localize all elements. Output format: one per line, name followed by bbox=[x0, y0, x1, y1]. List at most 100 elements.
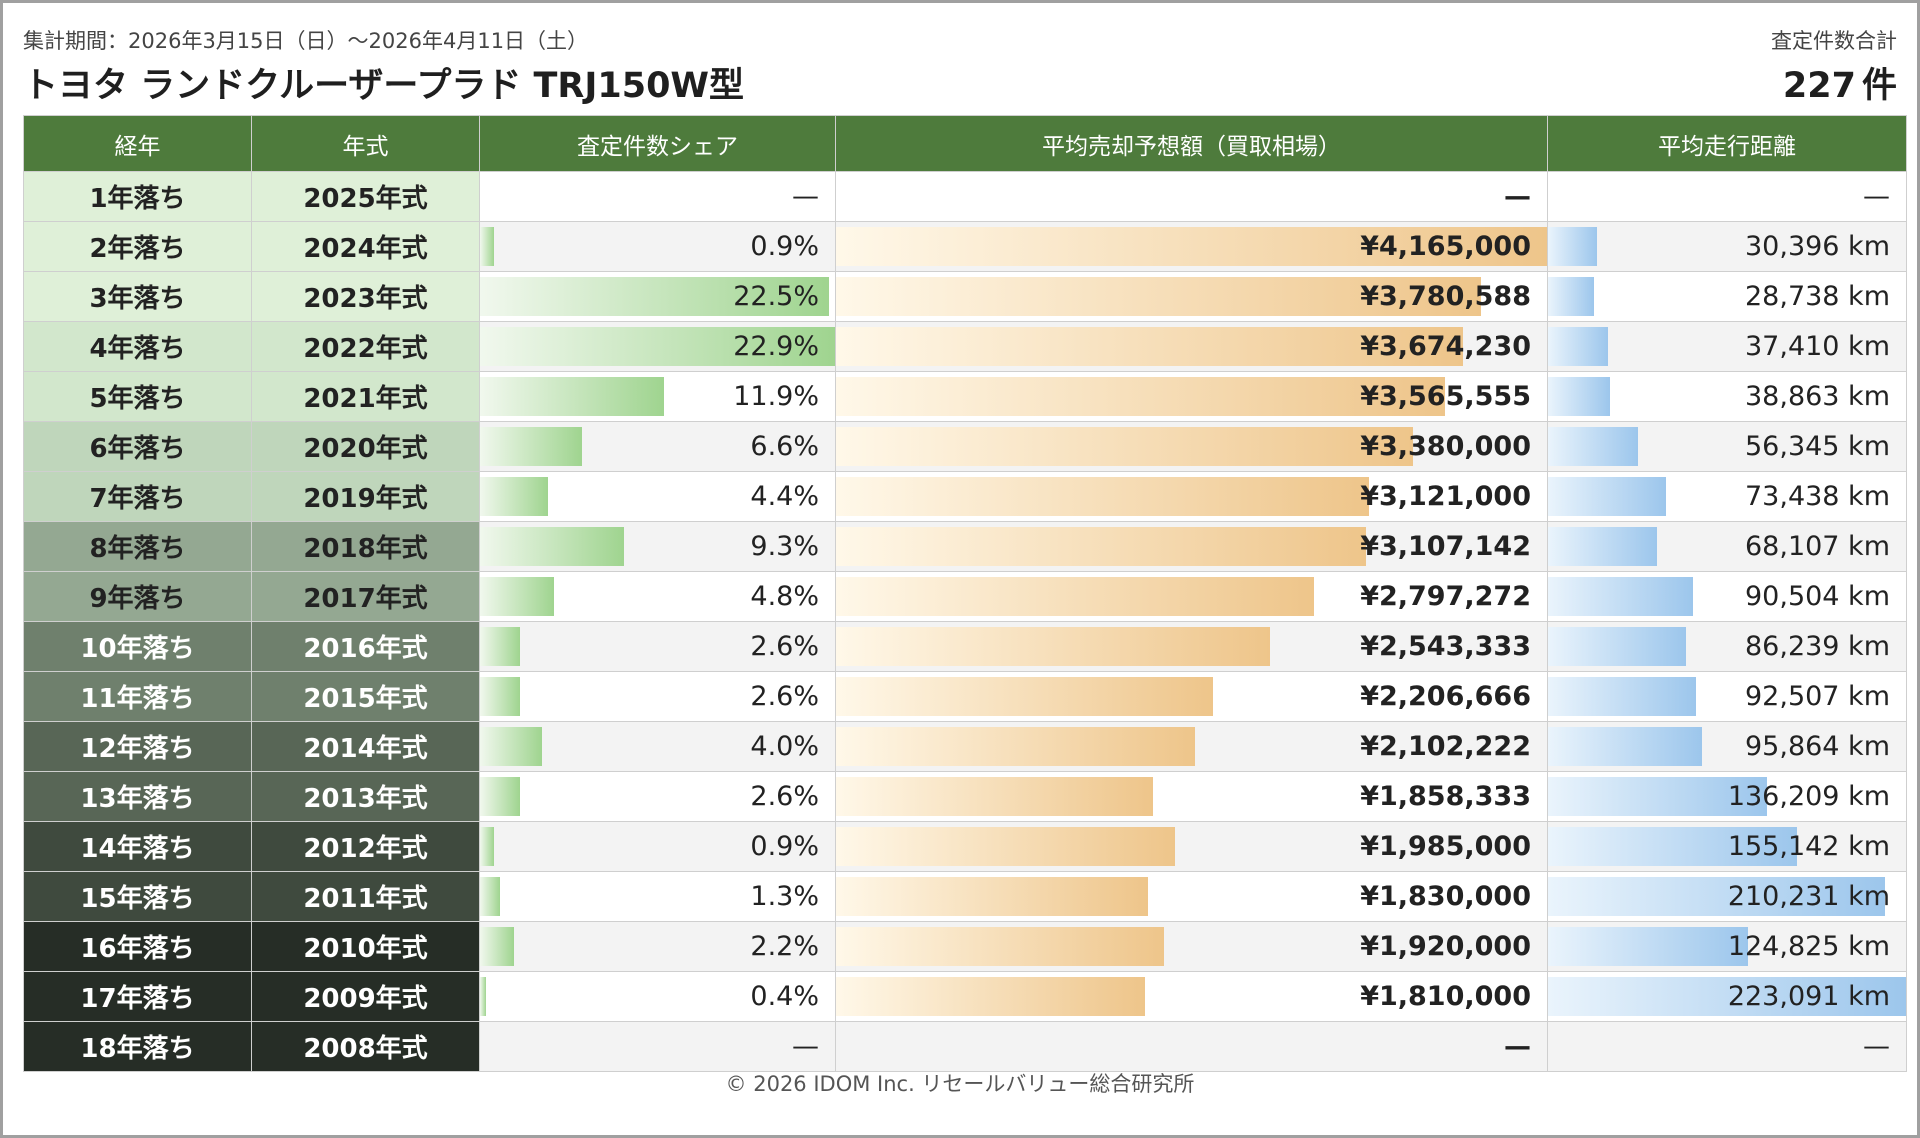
share-bar bbox=[480, 227, 494, 266]
total-count-number: 227 bbox=[1782, 66, 1856, 106]
price-cell-value: ¥1,920,000 bbox=[1360, 931, 1531, 962]
model-year-cell: 2018年式 bbox=[251, 521, 480, 572]
price-cell-value: ¥1,810,000 bbox=[1360, 981, 1531, 1012]
price-cell-value: ¥2,797,272 bbox=[1360, 581, 1531, 612]
share-cell-value: 4.0% bbox=[750, 731, 819, 762]
price-bar bbox=[836, 677, 1213, 716]
age-cell: 1年落ち bbox=[23, 171, 252, 222]
distance-cell-value: 155,142 km bbox=[1727, 831, 1890, 862]
total-count-label: 査定件数合計 bbox=[1771, 29, 1897, 53]
share-cell: 0.9% bbox=[479, 821, 836, 872]
distance-cell: 210,231 km bbox=[1547, 871, 1907, 922]
table-row: 12年落ち 2014年式 4.0% ¥2,102,222 95,864 km bbox=[23, 721, 1907, 772]
model-year-cell: 2024年式 bbox=[251, 221, 480, 272]
distance-cell-value: 56,345 km bbox=[1745, 431, 1890, 462]
model-year-cell: 2008年式 bbox=[251, 1021, 480, 1072]
distance-cell: 37,410 km bbox=[1547, 321, 1907, 372]
share-cell: 4.8% bbox=[479, 571, 836, 622]
price-cell: ¥3,780,588 bbox=[835, 271, 1548, 322]
share-bar bbox=[480, 527, 625, 566]
share-cell: 4.4% bbox=[479, 471, 836, 522]
age-cell: 7年落ち bbox=[23, 471, 252, 522]
table-row: 7年落ち 2019年式 4.4% ¥3,121,000 73,438 km bbox=[23, 471, 1907, 522]
price-cell: ¥3,121,000 bbox=[835, 471, 1548, 522]
table-row: 8年落ち 2018年式 9.3% ¥3,107,142 68,107 km bbox=[23, 521, 1907, 572]
share-cell-value: 11.9% bbox=[733, 381, 819, 412]
dist-bar bbox=[1548, 527, 1658, 566]
price-bar bbox=[836, 477, 1369, 516]
price-bar bbox=[836, 927, 1164, 966]
age-cell: 6年落ち bbox=[23, 421, 252, 472]
distance-cell-value: 124,825 km bbox=[1727, 931, 1890, 962]
price-cell: ¥2,797,272 bbox=[835, 571, 1548, 622]
share-cell: — bbox=[479, 1021, 836, 1072]
table-row: 16年落ち 2010年式 2.2% ¥1,920,000 124,825 km bbox=[23, 921, 1907, 972]
distance-cell: 223,091 km bbox=[1547, 971, 1907, 1022]
total-count-unit: 件 bbox=[1861, 66, 1897, 106]
age-cell: 9年落ち bbox=[23, 571, 252, 622]
share-cell: 9.3% bbox=[479, 521, 836, 572]
distance-cell: 86,239 km bbox=[1547, 621, 1907, 672]
page-title: トヨタ ランドクルーザープラド TRJ150W型 bbox=[23, 66, 745, 106]
share-cell: 6.6% bbox=[479, 421, 836, 472]
share-bar bbox=[480, 977, 487, 1016]
price-bar bbox=[836, 427, 1413, 466]
share-cell: 2.2% bbox=[479, 921, 836, 972]
model-year-cell: 2019年式 bbox=[251, 471, 480, 522]
share-cell-value: 2.2% bbox=[750, 931, 819, 962]
distance-cell-value: — bbox=[1863, 181, 1890, 212]
dist-bar bbox=[1548, 677, 1697, 716]
age-cell: 15年落ち bbox=[23, 871, 252, 922]
share-cell: 2.6% bbox=[479, 771, 836, 822]
age-cell: 13年落ち bbox=[23, 771, 252, 822]
table-row: 4年落ち 2022年式 22.9% ¥3,674,230 37,410 km bbox=[23, 321, 1907, 372]
price-cell-value: ¥4,165,000 bbox=[1360, 231, 1531, 262]
distance-cell: — bbox=[1547, 171, 1907, 222]
share-cell-value: 6.6% bbox=[750, 431, 819, 462]
col-header-share: 査定件数シェア bbox=[479, 115, 836, 172]
distance-cell: 38,863 km bbox=[1547, 371, 1907, 422]
distance-cell-value: 30,396 km bbox=[1745, 231, 1890, 262]
dist-bar bbox=[1548, 227, 1597, 266]
distance-cell-value: 90,504 km bbox=[1745, 581, 1890, 612]
share-cell: 0.4% bbox=[479, 971, 836, 1022]
share-bar bbox=[480, 277, 829, 316]
share-bar bbox=[480, 327, 835, 366]
share-cell-value: 0.4% bbox=[750, 981, 819, 1012]
dist-bar bbox=[1548, 727, 1702, 766]
share-bar bbox=[480, 677, 521, 716]
price-bar bbox=[836, 577, 1314, 616]
col-header-year: 年式 bbox=[251, 115, 480, 172]
share-cell-value: 2.6% bbox=[750, 781, 819, 812]
price-cell-value: — bbox=[1504, 181, 1531, 212]
price-cell: ¥3,565,555 bbox=[835, 371, 1548, 422]
share-cell: — bbox=[479, 171, 836, 222]
share-bar bbox=[480, 377, 665, 416]
share-cell-value: 0.9% bbox=[750, 231, 819, 262]
share-cell: 22.9% bbox=[479, 321, 836, 372]
share-cell-value: 4.4% bbox=[750, 481, 819, 512]
dist-bar bbox=[1548, 627, 1687, 666]
col-header-price: 平均売却予想額（買取相場） bbox=[835, 115, 1548, 172]
distance-cell-value: 136,209 km bbox=[1727, 781, 1890, 812]
age-cell: 11年落ち bbox=[23, 671, 252, 722]
distance-cell: 30,396 km bbox=[1547, 221, 1907, 272]
age-cell: 10年落ち bbox=[23, 621, 252, 672]
share-cell: 1.3% bbox=[479, 871, 836, 922]
distance-cell-value: 68,107 km bbox=[1745, 531, 1890, 562]
dist-bar bbox=[1548, 327, 1609, 366]
share-cell: 4.0% bbox=[479, 721, 836, 772]
table-row: 17年落ち 2009年式 0.4% ¥1,810,000 223,091 km bbox=[23, 971, 1907, 1022]
table-row: 15年落ち 2011年式 1.3% ¥1,830,000 210,231 km bbox=[23, 871, 1907, 922]
model-year-cell: 2020年式 bbox=[251, 421, 480, 472]
distance-cell: 136,209 km bbox=[1547, 771, 1907, 822]
model-year-cell: 2025年式 bbox=[251, 171, 480, 222]
price-cell-value: ¥2,543,333 bbox=[1360, 631, 1531, 662]
distance-cell-value: 95,864 km bbox=[1745, 731, 1890, 762]
table-row: 9年落ち 2017年式 4.8% ¥2,797,272 90,504 km bbox=[23, 571, 1907, 622]
price-bar bbox=[836, 377, 1445, 416]
age-cell: 18年落ち bbox=[23, 1021, 252, 1072]
col-header-age: 経年 bbox=[23, 115, 252, 172]
distance-cell: 155,142 km bbox=[1547, 821, 1907, 872]
price-cell: — bbox=[835, 1021, 1548, 1072]
